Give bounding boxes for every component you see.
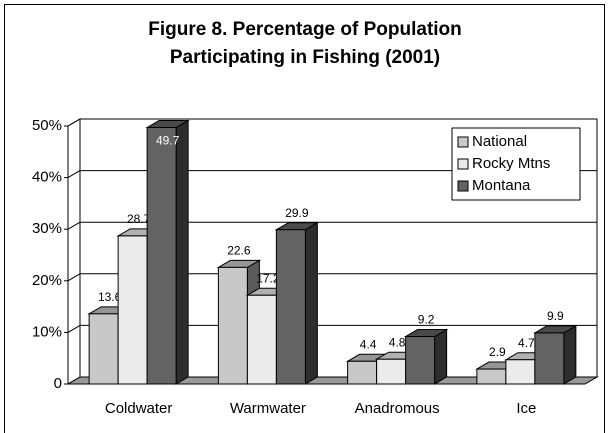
value-label: 22.6	[227, 244, 251, 258]
y-tick-label: 20%	[32, 272, 62, 289]
y-tick-label: 50%	[32, 117, 62, 134]
value-label: 9.9	[547, 309, 564, 323]
y-tick-label: 40%	[32, 169, 62, 186]
value-label: 49.7	[156, 134, 180, 148]
chart-title: Figure 8. Percentage of Population	[148, 19, 462, 40]
value-label: 2.9	[489, 345, 506, 359]
value-label: 28.7	[127, 212, 151, 226]
legend-label: Montana	[472, 177, 531, 194]
legend-box	[451, 127, 581, 201]
bar	[145, 119, 190, 385]
grid-line	[67, 118, 81, 127]
legend-swatch	[457, 158, 469, 170]
value-label: 4.4	[360, 337, 377, 351]
value-label: 13.6	[98, 290, 122, 304]
legend-label: National	[472, 133, 527, 150]
y-tick-label: 30%	[32, 220, 62, 237]
y-tick-label: 10%	[32, 323, 62, 340]
x-tick-label: Coldwater	[105, 400, 173, 417]
grid-line	[67, 273, 81, 282]
value-label: 17.2	[256, 271, 280, 285]
bar	[533, 325, 578, 385]
x-tick-label: Anadromous	[355, 400, 440, 417]
legend-label: Rocky Mtns	[472, 155, 550, 172]
x-tick-label: Warmwater	[230, 400, 306, 417]
legend-swatch	[457, 180, 469, 192]
bar	[274, 221, 320, 385]
x-tick-label: Ice	[516, 400, 536, 417]
grid-line	[67, 170, 81, 179]
grid-line	[67, 324, 81, 333]
value-label: 4.7	[518, 336, 535, 350]
grid-line	[67, 221, 81, 230]
side-wall	[67, 118, 81, 385]
chart-subtitle: Participating in Fishing (2001)	[170, 47, 440, 68]
bar	[403, 328, 449, 385]
value-label: 4.8	[389, 335, 406, 349]
value-label: 29.9	[285, 206, 309, 220]
y-tick-label: 0	[54, 375, 62, 392]
value-label: 9.2	[418, 313, 435, 327]
legend-swatch	[457, 136, 469, 148]
